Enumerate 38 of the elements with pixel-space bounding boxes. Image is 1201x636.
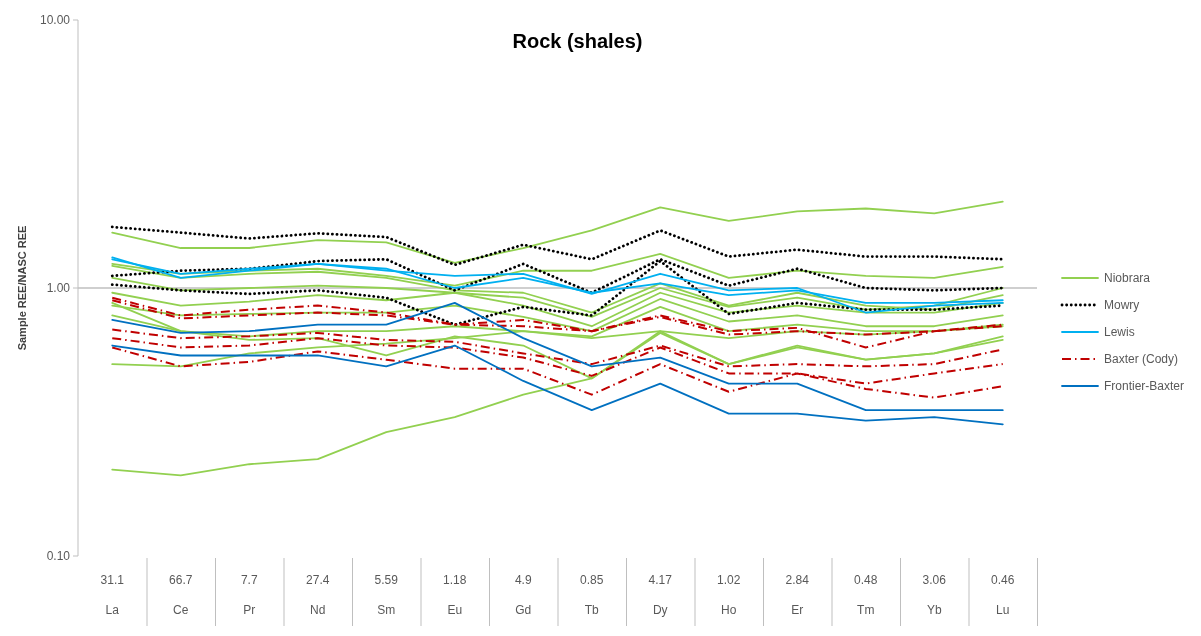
- x-tick-label: Pr: [243, 603, 256, 617]
- text: 66.7: [169, 573, 193, 587]
- text: 1.18: [443, 573, 467, 587]
- text: 0.48: [854, 573, 878, 587]
- x-tick-label: Er: [791, 603, 804, 617]
- legend-label: Niobrara: [1104, 271, 1151, 286]
- text: 7.7: [240, 573, 258, 587]
- x-tick-label: Nd: [310, 603, 326, 617]
- x-tick-label: Ce: [173, 603, 189, 617]
- legend-label: Mowry: [1104, 298, 1140, 313]
- text: 4.17: [648, 573, 673, 587]
- y-tick-label: 10.00: [39, 13, 71, 28]
- text: 0.85: [580, 573, 604, 587]
- text: 4.9: [514, 573, 532, 587]
- text: Rock (shales): [512, 30, 643, 52]
- legend-label: Frontier-Baxter: [1104, 379, 1185, 394]
- x-tick-label: Tb: [584, 603, 600, 617]
- text: 0.46: [991, 573, 1015, 587]
- text: 5.59: [374, 573, 399, 587]
- x-tick-label: La: [105, 603, 120, 617]
- legend-label: Lewis: [1104, 325, 1135, 340]
- x-tick-label: Lu: [996, 603, 1010, 617]
- legend-label: Baxter (Cody): [1104, 352, 1179, 367]
- x-tick-label: Yb: [926, 603, 942, 617]
- text: 1.02: [717, 573, 741, 587]
- text: 31.1: [100, 573, 125, 587]
- y-tick-label: 1.00: [46, 281, 71, 296]
- y-axis-title: Sample REE/NASC REE: [16, 225, 28, 351]
- x-tick-label: Gd: [515, 603, 532, 617]
- x-tick-label: Tm: [857, 603, 875, 617]
- x-tick-label: Ho: [721, 603, 737, 617]
- x-tick-label: Dy: [652, 603, 668, 617]
- y-tick-label: 0.10: [46, 549, 71, 564]
- text: 3.06: [922, 573, 947, 587]
- text: 2.84: [785, 573, 810, 587]
- x-tick-label: Eu: [447, 603, 463, 617]
- text: 27.4: [306, 573, 330, 587]
- x-tick-label: Sm: [377, 603, 396, 617]
